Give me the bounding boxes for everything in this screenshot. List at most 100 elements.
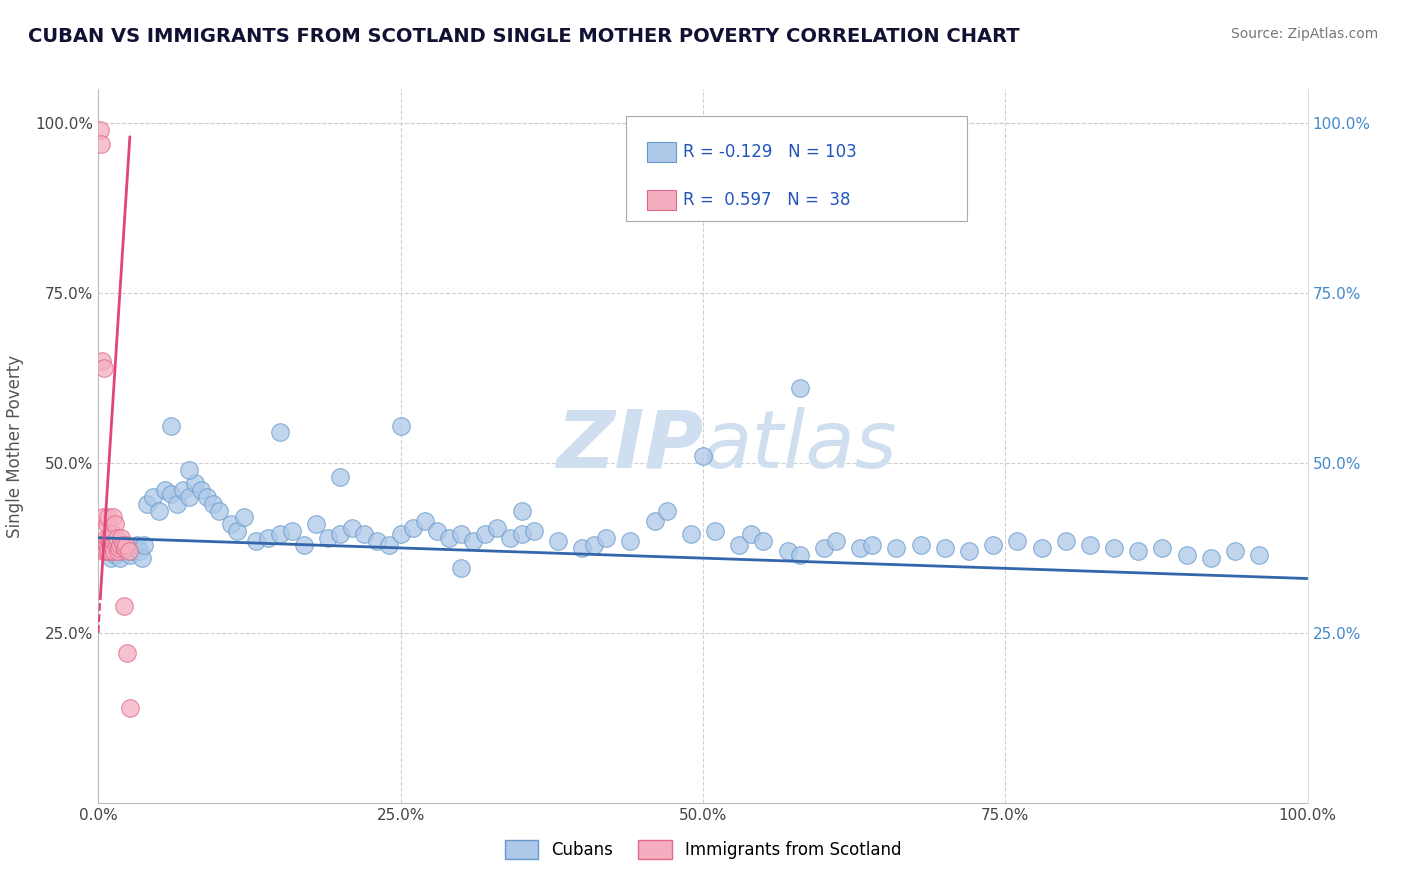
Point (281, 524, 304, 538)
Point (305, 517, 328, 532)
Point (105, 531, 128, 545)
Point (160, 486, 183, 500)
Point (208, 503, 231, 517)
Point (166, 497, 188, 511)
Point (910, 537, 932, 551)
Point (134, 537, 156, 551)
Point (111, 537, 134, 551)
Point (1249, 548, 1271, 562)
Point (1223, 544, 1246, 558)
Text: CUBAN VS IMMIGRANTS FROM SCOTLAND SINGLE MOTHER POVERTY CORRELATION CHART: CUBAN VS IMMIGRANTS FROM SCOTLAND SINGLE… (28, 27, 1019, 45)
Point (704, 524, 727, 538)
Point (107, 544, 129, 558)
Point (91, 544, 114, 558)
Point (752, 534, 775, 549)
Point (107, 537, 129, 551)
Point (108, 541, 131, 555)
Point (655, 503, 678, 517)
Point (96, 541, 118, 555)
Point (91, 541, 114, 555)
Point (195, 490, 218, 504)
Point (100, 537, 122, 551)
Point (292, 537, 315, 551)
Point (101, 527, 124, 541)
Point (1175, 548, 1198, 562)
Point (342, 520, 364, 534)
Point (825, 534, 848, 549)
Point (679, 527, 702, 541)
Point (131, 551, 153, 566)
Point (90, 537, 112, 551)
Point (98, 534, 121, 549)
Point (117, 541, 139, 555)
Point (1078, 537, 1101, 551)
Point (571, 541, 593, 555)
Point (118, 544, 141, 558)
Point (114, 541, 136, 555)
Point (486, 520, 509, 534)
Point (118, 548, 141, 562)
Point (94, 544, 117, 558)
Point (437, 531, 460, 545)
Point (402, 520, 425, 534)
Point (510, 527, 533, 541)
Point (316, 531, 339, 545)
Point (160, 418, 183, 433)
Point (104, 517, 127, 532)
Point (389, 418, 412, 433)
Point (1199, 551, 1222, 566)
Point (353, 527, 375, 541)
Point (269, 527, 291, 541)
Text: ZIP: ZIP (555, 407, 703, 485)
Point (644, 514, 666, 528)
Point (110, 531, 132, 545)
Point (128, 544, 150, 558)
Point (100, 551, 122, 566)
Point (498, 531, 520, 545)
Point (112, 599, 135, 613)
Point (172, 483, 194, 498)
Point (108, 551, 131, 566)
Point (329, 527, 352, 541)
Point (89, 123, 111, 137)
Point (101, 541, 124, 555)
Point (1031, 541, 1053, 555)
Point (105, 537, 128, 551)
Point (463, 534, 485, 549)
Point (142, 490, 165, 504)
Point (103, 544, 125, 558)
Point (957, 544, 980, 558)
Point (97, 510, 120, 524)
Point (1102, 541, 1125, 555)
Point (98, 534, 121, 549)
Point (547, 534, 569, 549)
Point (179, 490, 201, 504)
Point (114, 537, 136, 551)
Point (135, 497, 157, 511)
Y-axis label: Single Mother Poverty: Single Mother Poverty (7, 354, 24, 538)
Point (100, 531, 122, 545)
Point (740, 527, 762, 541)
Point (90, 136, 112, 151)
Point (1152, 541, 1174, 555)
Point (221, 517, 243, 532)
Point (104, 548, 127, 562)
Point (105, 544, 128, 558)
Point (849, 541, 872, 555)
Point (981, 537, 1004, 551)
Point (118, 700, 141, 714)
Point (813, 541, 835, 555)
Point (97, 544, 120, 558)
Point (100, 544, 122, 558)
Point (153, 483, 176, 498)
Point (202, 497, 225, 511)
Point (692, 449, 714, 463)
Point (426, 524, 449, 538)
Point (789, 381, 811, 395)
Point (329, 469, 352, 483)
Point (377, 537, 399, 551)
Point (97, 544, 120, 558)
Text: atlas: atlas (703, 407, 898, 485)
Point (934, 541, 956, 555)
Point (619, 534, 641, 549)
